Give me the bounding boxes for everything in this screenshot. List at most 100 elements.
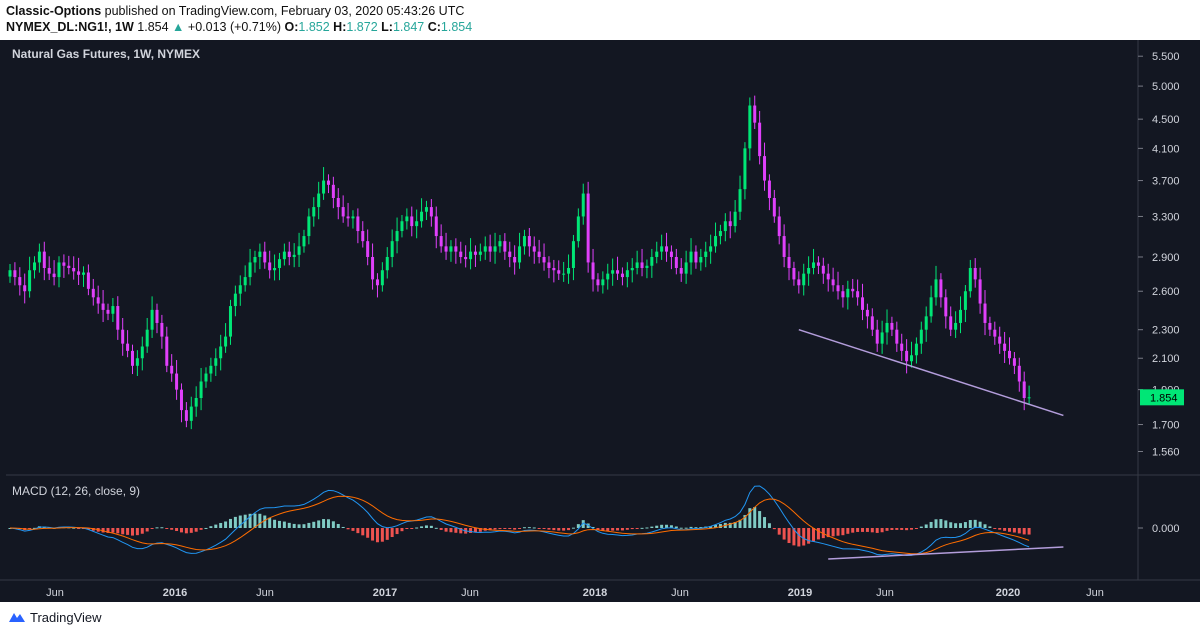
candle-body bbox=[32, 262, 36, 271]
candle-body bbox=[91, 288, 95, 298]
candle-body bbox=[689, 251, 693, 263]
macd-histogram-bar bbox=[611, 528, 615, 531]
close-value: 1.854 bbox=[440, 20, 473, 34]
macd-histogram-bar bbox=[126, 528, 130, 535]
macd-histogram-bar bbox=[209, 526, 213, 528]
candle-body bbox=[978, 279, 982, 304]
candle-body bbox=[733, 211, 737, 227]
candle-body bbox=[42, 251, 46, 268]
macd-histogram-bar bbox=[547, 528, 551, 530]
macd-histogram-bar bbox=[650, 526, 654, 528]
chart-area[interactable]: 0.000 5.500 5.000 4.500 4.100 3.700 3.300 2.90… bbox=[0, 40, 1200, 602]
macd-histogram-bar bbox=[924, 524, 928, 528]
candle-body bbox=[576, 216, 580, 242]
candle-body bbox=[973, 267, 977, 280]
candle-body bbox=[518, 246, 522, 263]
candle-body bbox=[282, 251, 286, 260]
chart-title: Natural Gas Futures, 1W, NYMEX bbox=[12, 47, 200, 61]
candle-body bbox=[968, 267, 972, 292]
price-axis[interactable]: 5.500 5.000 4.500 4.100 3.700 3.300 2.900 2.600… bbox=[1138, 51, 1184, 458]
candle-body bbox=[660, 246, 664, 252]
support-trendline[interactable] bbox=[798, 328, 1064, 417]
candle-body bbox=[709, 246, 713, 252]
candle-body bbox=[611, 270, 615, 274]
macd-histogram-bar bbox=[322, 519, 326, 528]
macd-histogram-bar bbox=[194, 528, 198, 532]
candle-body bbox=[513, 256, 517, 263]
macd-histogram-bar bbox=[189, 528, 193, 533]
candle-body bbox=[767, 180, 771, 198]
candle-body bbox=[640, 262, 644, 268]
macd-histogram-bar bbox=[336, 523, 340, 528]
candle-body bbox=[155, 309, 159, 323]
macd-histogram-bar bbox=[297, 524, 301, 528]
candle-body bbox=[111, 306, 115, 314]
macd-histogram-bar bbox=[616, 528, 620, 531]
macd-histogram-bar bbox=[581, 520, 585, 528]
macd-histogram-bar bbox=[831, 528, 835, 537]
macd-histogram-bar bbox=[763, 517, 767, 528]
time-tick-label: Jun bbox=[1086, 587, 1104, 599]
macd-histogram-bar bbox=[767, 523, 771, 528]
candle-body bbox=[694, 251, 698, 263]
macd-histogram-bar bbox=[32, 527, 36, 529]
macd-histogram-bar bbox=[959, 523, 963, 528]
candle-body bbox=[816, 262, 820, 266]
candle-body bbox=[777, 216, 781, 237]
candle-body bbox=[802, 273, 806, 286]
candle-body bbox=[253, 256, 257, 263]
candle-body bbox=[929, 297, 933, 317]
macd-histogram-bar bbox=[1008, 528, 1012, 532]
macd-histogram-bar bbox=[929, 521, 933, 528]
candle-body bbox=[126, 343, 130, 351]
candle-body bbox=[934, 279, 938, 298]
macd-histogram-bar bbox=[424, 525, 428, 528]
macd-histogram-bar bbox=[939, 519, 943, 528]
tradingview-brand[interactable]: TradingView bbox=[30, 610, 102, 625]
macd-histogram-bar bbox=[302, 524, 306, 528]
candle-body bbox=[204, 373, 208, 382]
candle-body bbox=[596, 279, 600, 286]
candle-body bbox=[96, 297, 100, 304]
tradingview-logo-icon[interactable] bbox=[8, 610, 26, 624]
price-change: +0.013 (+0.71%) bbox=[187, 20, 282, 34]
macd-histogram-bar bbox=[1027, 528, 1031, 535]
macd-histogram-bar bbox=[694, 527, 698, 529]
macd-histogram-bar bbox=[77, 528, 81, 529]
candle-body bbox=[18, 277, 22, 286]
candle-body bbox=[674, 256, 678, 268]
candle-body bbox=[772, 197, 776, 217]
price-candles[interactable] bbox=[8, 95, 1031, 430]
macd-histogram-bar bbox=[973, 519, 977, 528]
macd-histogram-bar bbox=[856, 528, 860, 532]
macd-histogram-bar bbox=[478, 528, 482, 532]
candle-body bbox=[728, 221, 732, 227]
macd-histogram-bar bbox=[954, 523, 958, 528]
macd-histogram-bar bbox=[282, 521, 286, 528]
macd-histogram-bar bbox=[1017, 528, 1021, 534]
candle-body bbox=[179, 389, 183, 411]
macd-histogram-bar bbox=[184, 528, 188, 534]
candle-body bbox=[273, 267, 277, 271]
candle-body bbox=[988, 322, 992, 330]
time-axis[interactable]: Jun 2016 Jun 2017 Jun 2018 Jun 2019 Jun 2020 Jun bbox=[46, 587, 1104, 599]
macd-histogram-bar bbox=[233, 516, 237, 528]
author-name[interactable]: Classic-Options bbox=[6, 4, 102, 18]
macd-histogram-bar bbox=[106, 528, 110, 533]
candle-body bbox=[175, 373, 179, 390]
candle-body bbox=[851, 288, 855, 292]
candle-body bbox=[562, 273, 566, 275]
candle-body bbox=[130, 350, 134, 366]
chart-canvas[interactable]: 0.000 5.500 5.000 4.500 4.100 3.700 3.300 2.90… bbox=[0, 40, 1200, 602]
macd-pane[interactable]: 0.000 bbox=[8, 485, 1180, 560]
macd-histogram-bar bbox=[895, 528, 899, 530]
footer: TradingView bbox=[0, 602, 1200, 632]
candle-body bbox=[214, 358, 218, 366]
candle-body bbox=[630, 267, 634, 271]
candle-body bbox=[454, 246, 458, 252]
macd-trendline[interactable] bbox=[828, 546, 1064, 560]
macd-histogram-bar bbox=[366, 528, 370, 538]
candle-body bbox=[459, 251, 463, 257]
price-tick-label: 2.100 bbox=[1152, 353, 1180, 365]
candle-body bbox=[263, 251, 267, 263]
